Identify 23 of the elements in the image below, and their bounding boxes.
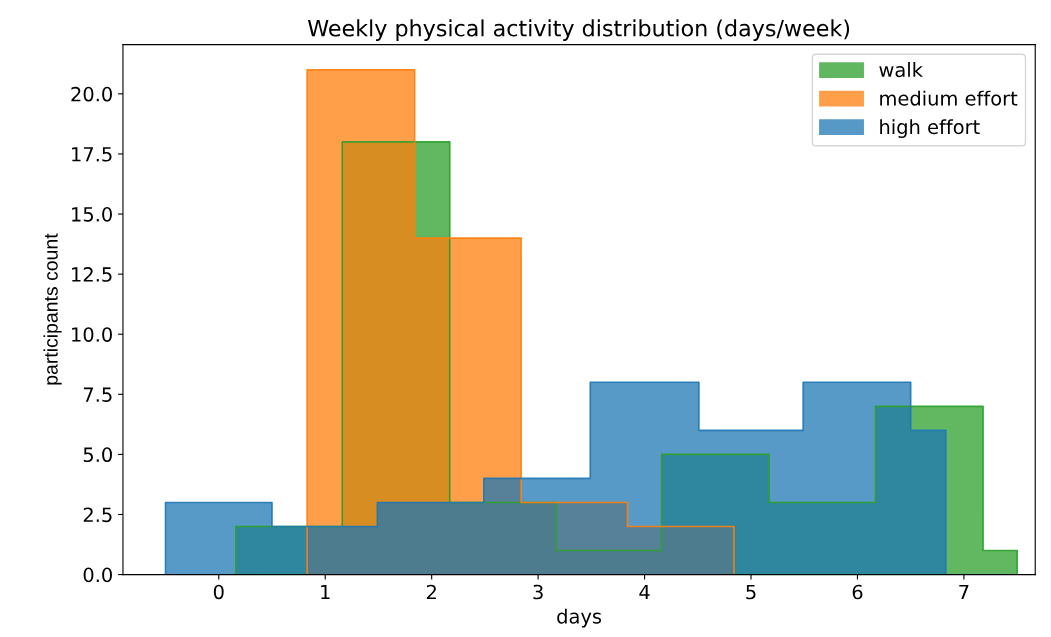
- x-axis-title: days: [557, 608, 602, 628]
- x-tick-label: 7: [959, 584, 969, 600]
- legend-label: walk: [879, 62, 923, 78]
- x-tick-label: 0: [213, 584, 224, 600]
- y-tick-label: 0.0: [83, 567, 112, 583]
- x-tick-label: 1: [321, 584, 330, 600]
- y-tick-label: 7.5: [83, 387, 112, 402]
- y-tick-label: 17.5: [72, 147, 112, 162]
- legend-label: medium effort: [880, 90, 1018, 106]
- x-tick-label: 6: [852, 584, 863, 600]
- y-tick-label: 15.0: [72, 207, 112, 222]
- legend-label: high effort: [880, 119, 980, 138]
- x-tick-label: 5: [746, 584, 756, 600]
- y-tick-label: 5.0: [83, 447, 112, 463]
- y-tick-label: 20.0: [71, 86, 112, 102]
- y-tick-label: 12.5: [72, 267, 112, 282]
- y-tick-label: 2.5: [83, 507, 112, 523]
- x-tick-label: 4: [639, 584, 650, 600]
- y-axis-title: participants count: [43, 233, 62, 385]
- y-tick-label: 10.0: [72, 327, 112, 342]
- x-tick-label: 2: [426, 584, 436, 600]
- chart-title: Weekly physical activity distribution (days/week): [307, 19, 850, 41]
- x-tick-label: 3: [533, 584, 543, 600]
